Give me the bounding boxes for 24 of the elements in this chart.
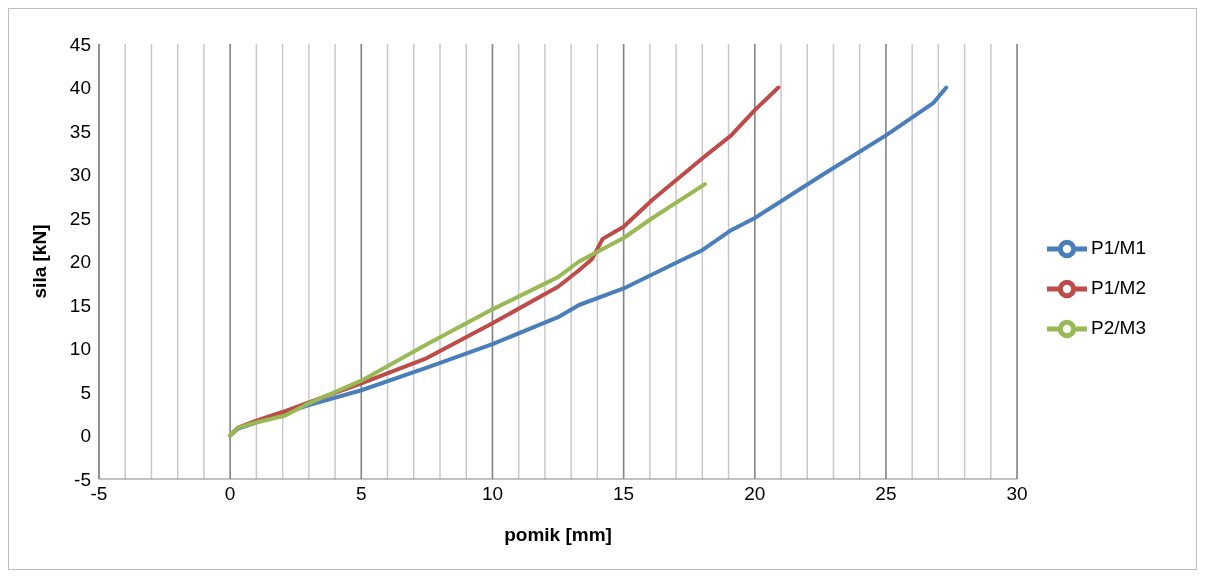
- x-tick-label: 5: [356, 483, 367, 505]
- x-tick-label: 15: [613, 483, 635, 505]
- y-tick-label: 25: [69, 207, 91, 229]
- y-tick-label: 10: [69, 338, 91, 360]
- line-series: [228, 182, 707, 438]
- x-axis-title: pomik [mm]: [504, 524, 612, 545]
- x-tick-label: 25: [875, 483, 897, 505]
- x-tick-label: 30: [1006, 483, 1028, 505]
- y-tick-label: 20: [69, 251, 91, 273]
- y-tick-label: 35: [69, 120, 91, 142]
- x-tick-label: 10: [481, 483, 504, 505]
- legend-label: P1/M1: [1091, 237, 1146, 259]
- x-tick-label: 0: [224, 483, 236, 505]
- y-tick-label: 30: [69, 164, 91, 186]
- y-tick-label: 15: [69, 294, 91, 316]
- y-tick-label: 45: [69, 33, 91, 55]
- legend-label: P2/M3: [1091, 317, 1146, 339]
- y-tick-label: -5: [74, 468, 91, 490]
- legend-label: P1/M2: [1091, 277, 1146, 299]
- y-tick-label: 0: [80, 425, 91, 447]
- y-tick-label: 40: [69, 77, 91, 99]
- y-axis-title: sila [kN]: [28, 224, 50, 299]
- y-tick-label: 5: [80, 381, 91, 403]
- x-tick-label: 20: [744, 483, 766, 505]
